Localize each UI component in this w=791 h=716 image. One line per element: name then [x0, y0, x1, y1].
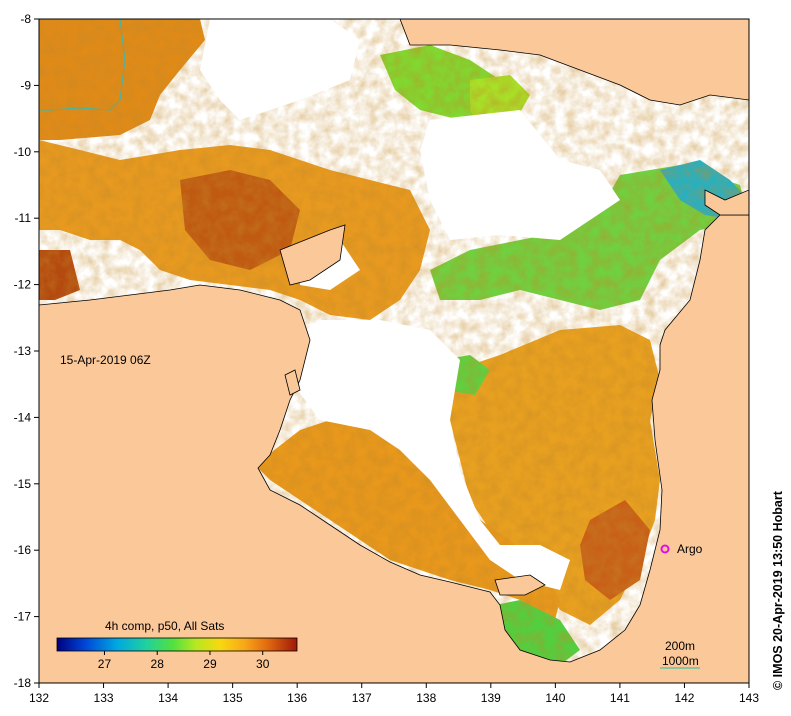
y-tick-label: -11 — [15, 211, 32, 225]
contour-legend-200m: 200m — [665, 639, 695, 653]
x-tick-label: 135 — [223, 691, 243, 705]
contour-legend: 200m 1000m — [660, 639, 700, 669]
land-groote-island — [284, 369, 301, 396]
contour-legend-1000m: 1000m — [662, 654, 699, 668]
y-tick-label: -12 — [14, 278, 32, 292]
plot-area — [39, 19, 749, 683]
land-northern-territory — [39, 214, 749, 683]
x-tick-label: 138 — [416, 691, 436, 705]
colorbar-ticks: 27 28 29 30 — [98, 651, 270, 671]
timestamp-label: 15-Apr-2019 06Z — [60, 353, 151, 367]
x-tick-label: 134 — [158, 691, 178, 705]
cloud-mask — [200, 19, 620, 590]
y-tick-label: -8 — [20, 12, 31, 26]
x-tick-label: 133 — [94, 691, 114, 705]
x-axis: 132 133 134 135 136 137 138 139 140 141 142 143 — [29, 683, 759, 705]
colorbar-tick-label: 30 — [256, 657, 270, 671]
y-tick-label: -18 — [14, 676, 32, 690]
land-melville-island — [279, 224, 346, 286]
colorbar-gradient — [56, 637, 298, 652]
colorbar-tick-label: 27 — [98, 657, 112, 671]
y-tick-label: -16 — [14, 543, 32, 557]
land-layer — [39, 19, 749, 683]
colorbar: 4h comp, p50, All Sats 27 28 29 30 — [56, 619, 298, 671]
colorbar-title: 4h comp, p50, All Sats — [105, 619, 224, 633]
y-axis: -8 -9 -10 -11 -12 -13 -14 -15 -16 -17 -18 — [14, 12, 39, 690]
x-tick-label: 143 — [739, 691, 759, 705]
y-tick-label: -15 — [14, 477, 32, 491]
x-tick-label: 142 — [674, 691, 694, 705]
y-tick-label: -17 — [14, 610, 32, 624]
land-mornington-island — [494, 574, 546, 596]
land-new-guinea — [399, 19, 749, 106]
x-tick-label: 132 — [29, 691, 49, 705]
x-tick-label: 139 — [481, 691, 501, 705]
colorbar-tick-label: 28 — [151, 657, 165, 671]
colorbar-tick-label: 29 — [203, 657, 217, 671]
x-tick-label: 141 — [610, 691, 630, 705]
x-tick-label: 140 — [545, 691, 565, 705]
y-tick-label: -14 — [14, 410, 32, 424]
x-tick-label: 136 — [287, 691, 307, 705]
y-tick-label: -10 — [14, 145, 32, 159]
argo-marker — [660, 544, 670, 554]
land-east-peninsula-tip — [704, 189, 749, 216]
y-tick-label: -13 — [14, 344, 32, 358]
argo-label: Argo — [677, 542, 703, 556]
x-tick-label: 137 — [352, 691, 372, 705]
contour-200m — [39, 19, 126, 111]
y-tick-label: -9 — [20, 78, 31, 92]
credit-text: © IMOS 20-Apr-2019 13:50 Hobart — [771, 490, 785, 690]
